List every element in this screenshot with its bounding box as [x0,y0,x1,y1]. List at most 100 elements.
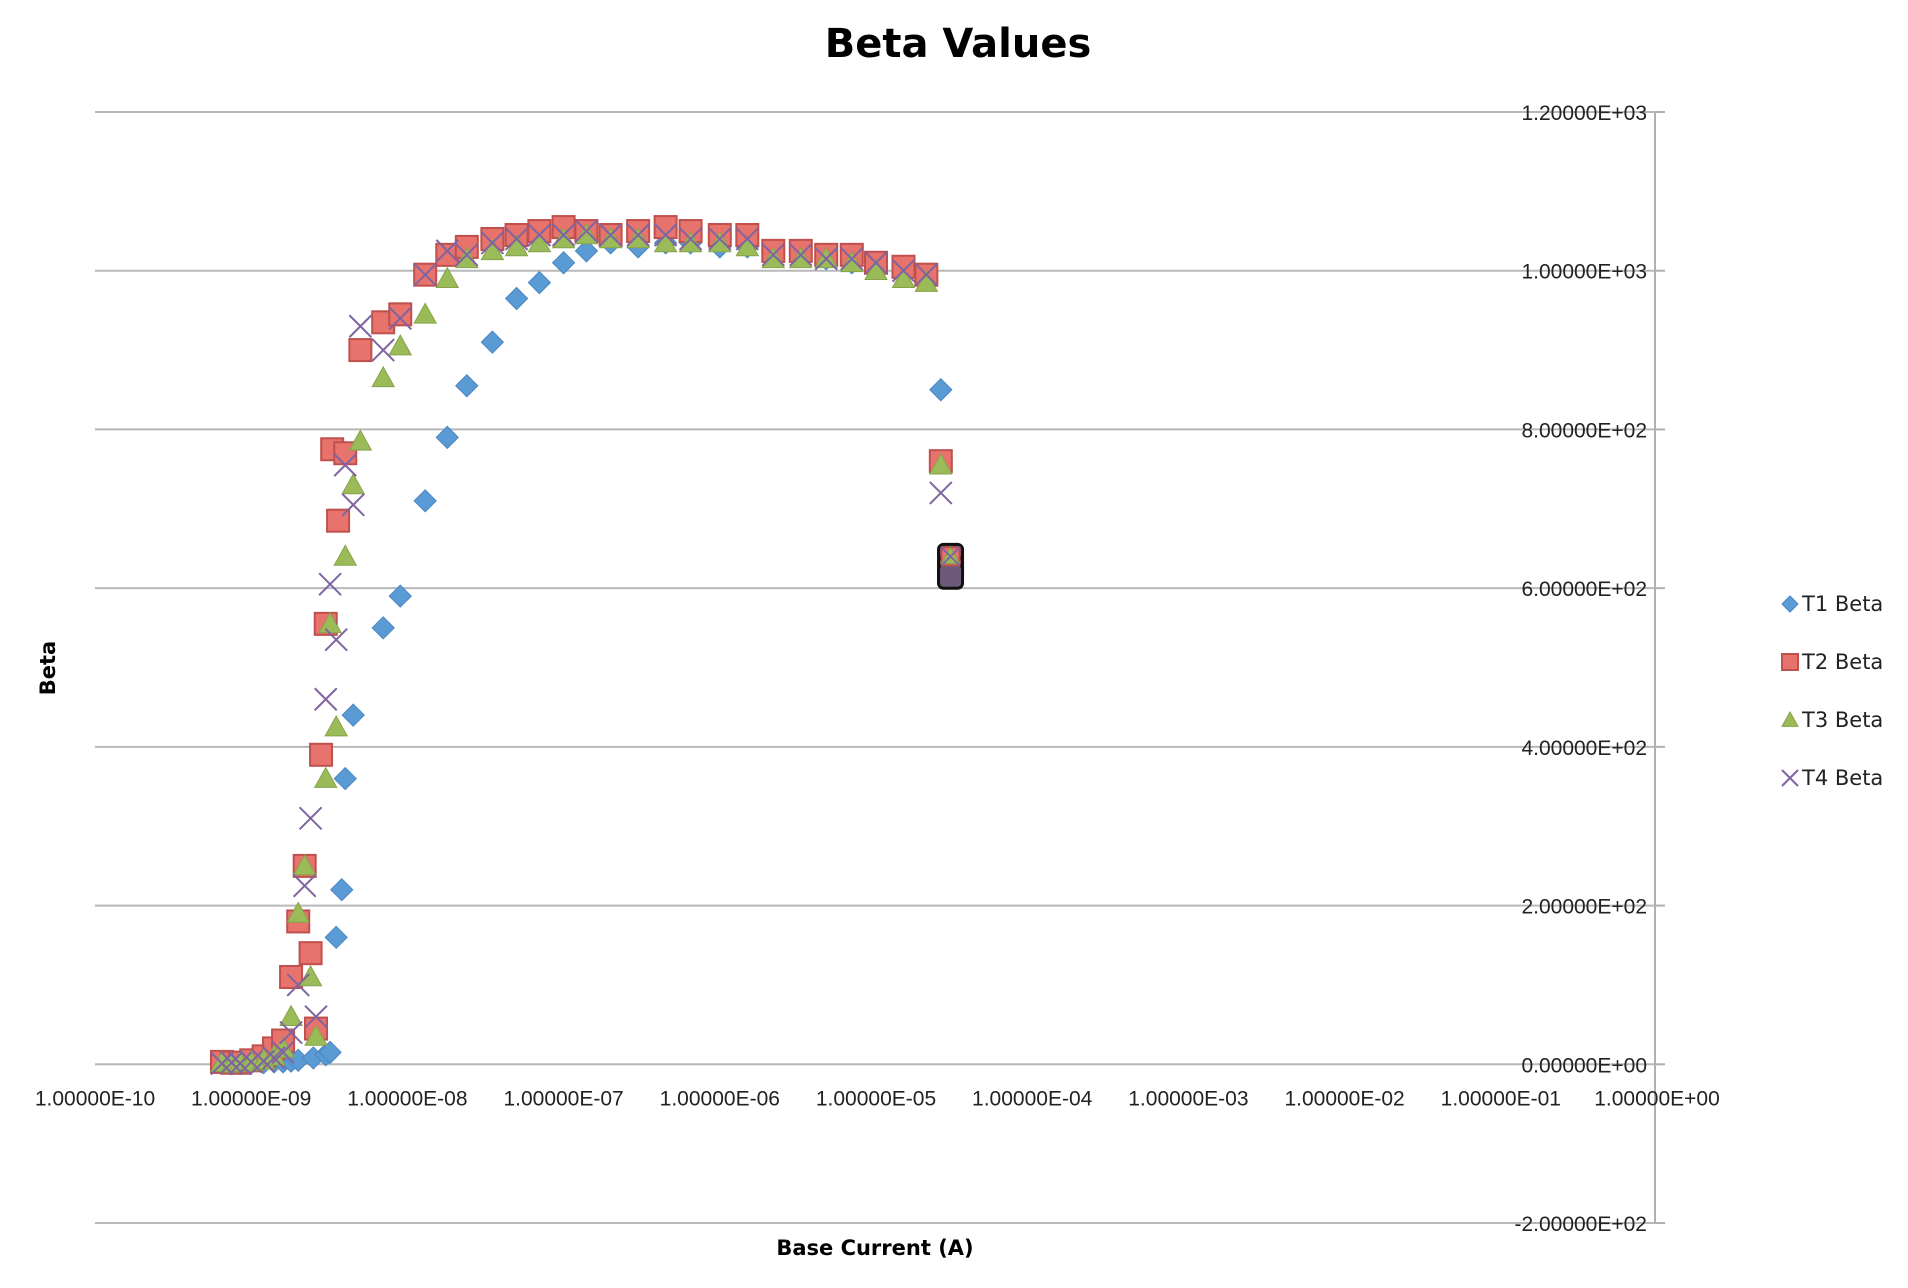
data-point [1781,769,1799,787]
data-point [864,251,888,275]
x-marker-stroke [324,628,348,652]
data-point [929,378,953,402]
x-marker-stroke [551,223,576,247]
data-point [626,226,650,249]
data-point [527,223,552,247]
data-point [279,1004,303,1026]
x-marker-stroke [239,1050,263,1074]
x-tick-label: 1.00000E-08 [347,1087,467,1110]
x-marker-stroke [271,1040,295,1065]
data-point [1781,595,1799,613]
data-point [761,243,785,267]
data-point [348,314,373,338]
data-point [574,239,599,263]
data-point [314,687,338,711]
x-marker-stroke [304,1004,328,1029]
x-tick-label: 1.00000E+00 [1594,1087,1720,1110]
data-point [839,250,864,273]
legend-item: T3 Beta [1781,708,1883,732]
data-point [789,243,813,267]
data-point [304,1004,328,1029]
data-point [292,853,317,876]
y-tick-label: 4.00000E+02 [1521,737,1647,760]
y-tick-label: 8.00000E+02 [1521,419,1647,442]
data-point [480,231,505,255]
data-point [455,243,479,267]
x-tick-label: 1.00000E-03 [1128,1087,1248,1110]
data-point [435,239,459,263]
data-point [574,222,599,245]
data-point [388,334,413,356]
x-marker-stroke [341,493,365,517]
data-point [527,270,552,295]
data-point [551,251,576,275]
data-point [298,964,323,987]
y-axis-title: Beta [36,641,60,695]
data-point [708,227,732,251]
x-marker-stroke [388,306,412,331]
x-marker-stroke [279,1020,303,1045]
data-point [388,584,412,608]
data-point [324,925,348,950]
data-point [707,230,732,253]
x-marker-stroke [864,251,888,275]
x-marker-stroke [298,806,323,830]
data-point [413,302,438,324]
series-2 [209,215,953,1075]
x-marker-stroke [891,259,916,283]
data-point [435,425,459,450]
x-marker-stroke [455,243,479,267]
data-point [286,973,310,997]
data-point [598,226,623,249]
data-point [309,742,334,767]
x-marker-stroke [504,227,529,251]
series-3 [210,222,953,1073]
x-marker-stroke [333,453,357,477]
x-marker-stroke [210,1051,234,1076]
data-point [271,1040,295,1065]
x-marker-stroke [814,247,838,271]
data-point [940,546,961,567]
data-point [371,338,395,362]
data-point [480,330,505,354]
x-marker-stroke [626,223,650,247]
x-marker-stroke [286,973,310,997]
data-point [653,223,678,247]
x-marker-stroke [527,223,552,247]
data-point [1781,710,1799,727]
y-tick-label: 0.00000E+00 [1521,1054,1647,1077]
gridlines [95,111,1655,1224]
data-point [551,223,576,247]
y-tick-label: 1.00000E+03 [1521,261,1647,284]
data-point [435,266,460,288]
data-point [333,544,358,566]
data-point [304,1024,328,1046]
x-marker-stroke [480,231,505,255]
x-tick-label: 1.00000E-01 [1441,1087,1561,1110]
x-tick-label: 1.00000E-10 [35,1087,155,1110]
x-marker-stroke [435,239,459,263]
data-point [891,259,916,283]
x-marker-stroke [574,219,599,243]
data-point [333,766,357,791]
data-point [324,628,348,652]
x-axis-title: Base Current (A) [776,1236,973,1260]
legend-label: T2 Beta [1801,650,1883,674]
data-point [626,223,650,247]
x-marker-stroke [598,223,623,247]
legend-label: T3 Beta [1801,708,1883,732]
data-point [504,227,529,251]
data-point [914,262,939,287]
x-tick-label: 1.00000E-05 [816,1087,936,1110]
data-point [678,230,703,253]
legend: T1 Beta T2 Beta T3 Beta T4 Beta [1781,592,1883,790]
x-marker-stroke [761,243,785,267]
x-marker-stroke [940,546,961,567]
data-point [341,703,365,727]
x-marker-stroke [678,227,703,251]
legend-item: T4 Beta [1781,766,1883,790]
data-point [324,714,349,737]
data-point [413,262,437,287]
x-marker-stroke [348,314,373,338]
data-point [735,227,760,251]
